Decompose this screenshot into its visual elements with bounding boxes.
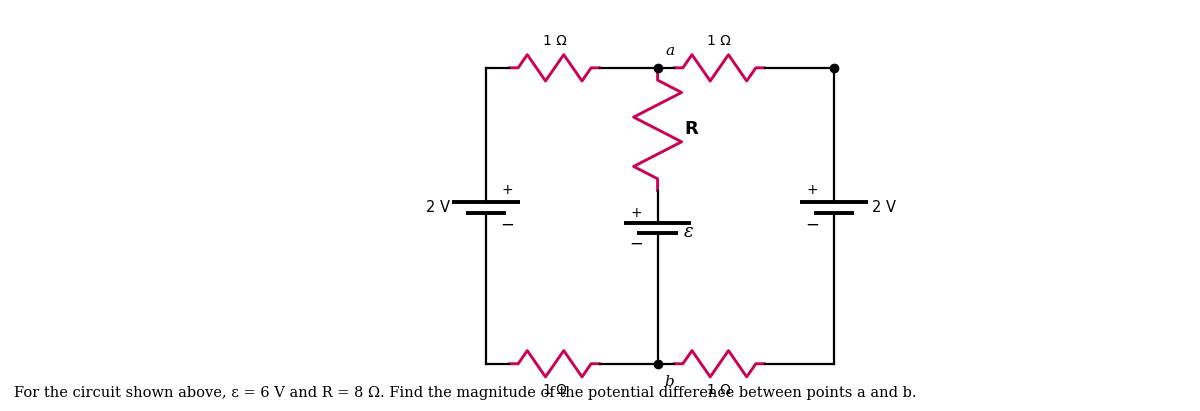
Text: R: R xyxy=(684,120,697,139)
Text: 2 V: 2 V xyxy=(426,200,450,215)
Text: −: − xyxy=(629,235,643,252)
Text: ε: ε xyxy=(684,223,694,241)
Text: For the circuit shown above, ε = 6 V and R = 8 Ω. Find the magnitude of the pote: For the circuit shown above, ε = 6 V and… xyxy=(14,386,917,399)
Text: 1 Ω: 1 Ω xyxy=(708,383,731,397)
Text: b: b xyxy=(665,375,674,389)
Text: 1 Ω: 1 Ω xyxy=(542,383,566,397)
Text: −: − xyxy=(500,215,515,233)
Text: −: − xyxy=(805,215,820,233)
Text: 2 V: 2 V xyxy=(872,200,896,215)
Text: 1 Ω: 1 Ω xyxy=(542,34,566,48)
Text: +: + xyxy=(806,183,818,197)
Text: 1 Ω: 1 Ω xyxy=(708,34,731,48)
Text: +: + xyxy=(630,206,642,220)
Text: a: a xyxy=(665,44,674,58)
Text: +: + xyxy=(502,183,514,197)
